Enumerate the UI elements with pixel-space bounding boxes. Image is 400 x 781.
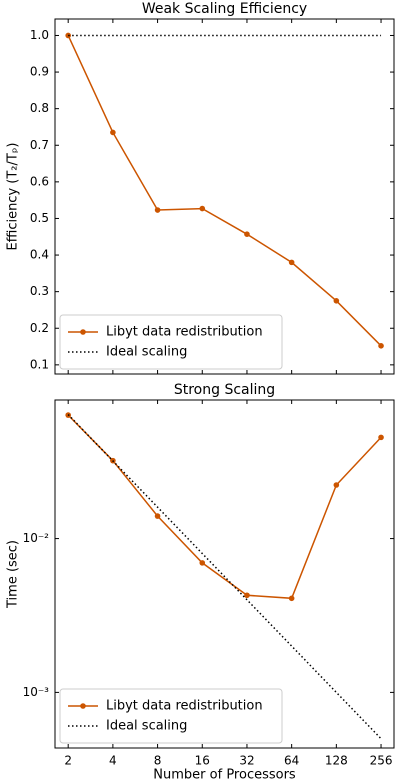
data-point (110, 129, 116, 136)
legend-label: Libyt data redistribution (106, 699, 263, 714)
data-point (199, 205, 206, 212)
chart-title: Strong Scaling (174, 382, 275, 398)
axes-frame (54, 399, 395, 749)
data-point (333, 298, 340, 304)
x-tick-label: 2 (64, 754, 72, 768)
y-tick-label: 0.8 (30, 101, 49, 115)
y-tick-label: 0.2 (30, 321, 49, 335)
data-point (154, 207, 161, 213)
data-point (65, 32, 71, 39)
x-axis-label: Number of Processors (153, 768, 296, 781)
y-tick-label: 10⁻³ (23, 685, 50, 699)
y-tick-label: 0.9 (30, 65, 49, 79)
data-point (378, 343, 384, 349)
y-axis-label: Efficiency (T₂/Tₚ) (6, 143, 21, 251)
legend-label: Libyt data redistribution (106, 325, 263, 340)
x-tick-label: 32 (239, 754, 254, 768)
y-tick-label: 0.4 (30, 248, 49, 262)
data-point (288, 259, 295, 266)
legend-marker (80, 329, 86, 335)
legend-box (59, 314, 283, 370)
y-tick-label: 10⁻² (23, 531, 50, 545)
y-axis-label: Time (sec) (6, 540, 21, 609)
chart-title: Weak Scaling Efficiency (142, 1, 307, 17)
data-point (199, 560, 206, 566)
y-tick-label: 0.1 (30, 357, 49, 371)
x-tick-label: 128 (325, 754, 348, 768)
y-tick-label: 0.6 (30, 174, 49, 188)
y-tick-label: 0.3 (30, 284, 49, 298)
x-tick-label: 4 (109, 754, 117, 768)
series-line (67, 414, 382, 740)
data-point (244, 231, 250, 237)
y-tick-label: 0.5 (30, 211, 49, 225)
x-tick-label: 16 (195, 754, 210, 768)
legend-label: Ideal scaling (106, 345, 187, 360)
series-line (67, 35, 382, 347)
x-tick-label: 8 (154, 754, 162, 768)
legend-box (59, 688, 283, 744)
data-point (154, 513, 161, 519)
legend-label: Ideal scaling (106, 719, 187, 734)
y-tick-label: 0.7 (30, 138, 49, 152)
series-line (67, 414, 382, 600)
y-tick-label: 1.0 (30, 28, 49, 42)
legend-marker (80, 703, 86, 709)
x-tick-label: 64 (284, 754, 299, 768)
x-tick-label: 256 (370, 754, 393, 768)
data-point (244, 592, 250, 599)
axes-frame (54, 18, 395, 375)
data-point (378, 434, 384, 441)
data-point (333, 482, 340, 488)
data-point (288, 595, 295, 602)
